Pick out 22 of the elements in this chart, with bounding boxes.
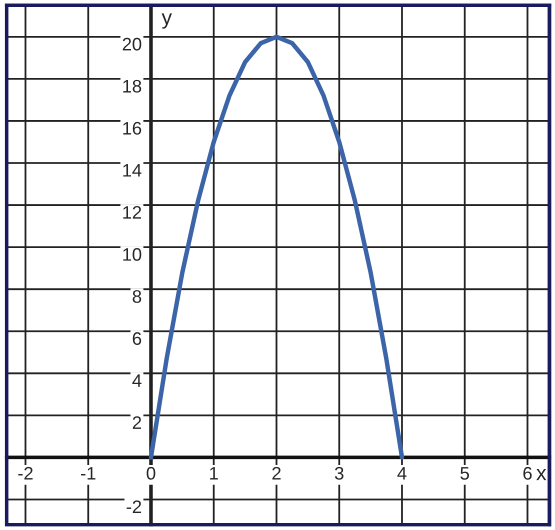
x-axis-title: x xyxy=(536,469,546,480)
y-tick-label: 2 xyxy=(132,416,142,429)
x-tick-label: 2 xyxy=(272,466,281,480)
x-tick-label: -1 xyxy=(81,467,96,480)
y-tick-label: 14 xyxy=(123,164,142,177)
y-axis-title: y xyxy=(162,13,172,29)
x-tick-label: 6 xyxy=(523,466,532,480)
y-tick-label: 4 xyxy=(132,374,142,387)
x-tick-label: 4 xyxy=(397,467,406,480)
y-tick-label: 8 xyxy=(132,290,142,303)
y-tick-label: 20 xyxy=(122,38,142,51)
y-tick-label: 10 xyxy=(123,248,142,261)
x-tick-label: 0 xyxy=(146,466,156,480)
x-tick-label: 1 xyxy=(210,467,218,480)
y-tick-label: 6 xyxy=(132,332,142,345)
y-tick-label: -2 xyxy=(126,500,142,514)
x-tick-label: 3 xyxy=(334,466,344,480)
x-tick-label: -2 xyxy=(18,466,33,480)
y-tick-label: 18 xyxy=(123,80,142,93)
x-tick-label: 5 xyxy=(460,467,469,480)
y-tick-label: 12 xyxy=(123,206,142,219)
y-tick-label: 16 xyxy=(123,122,142,135)
